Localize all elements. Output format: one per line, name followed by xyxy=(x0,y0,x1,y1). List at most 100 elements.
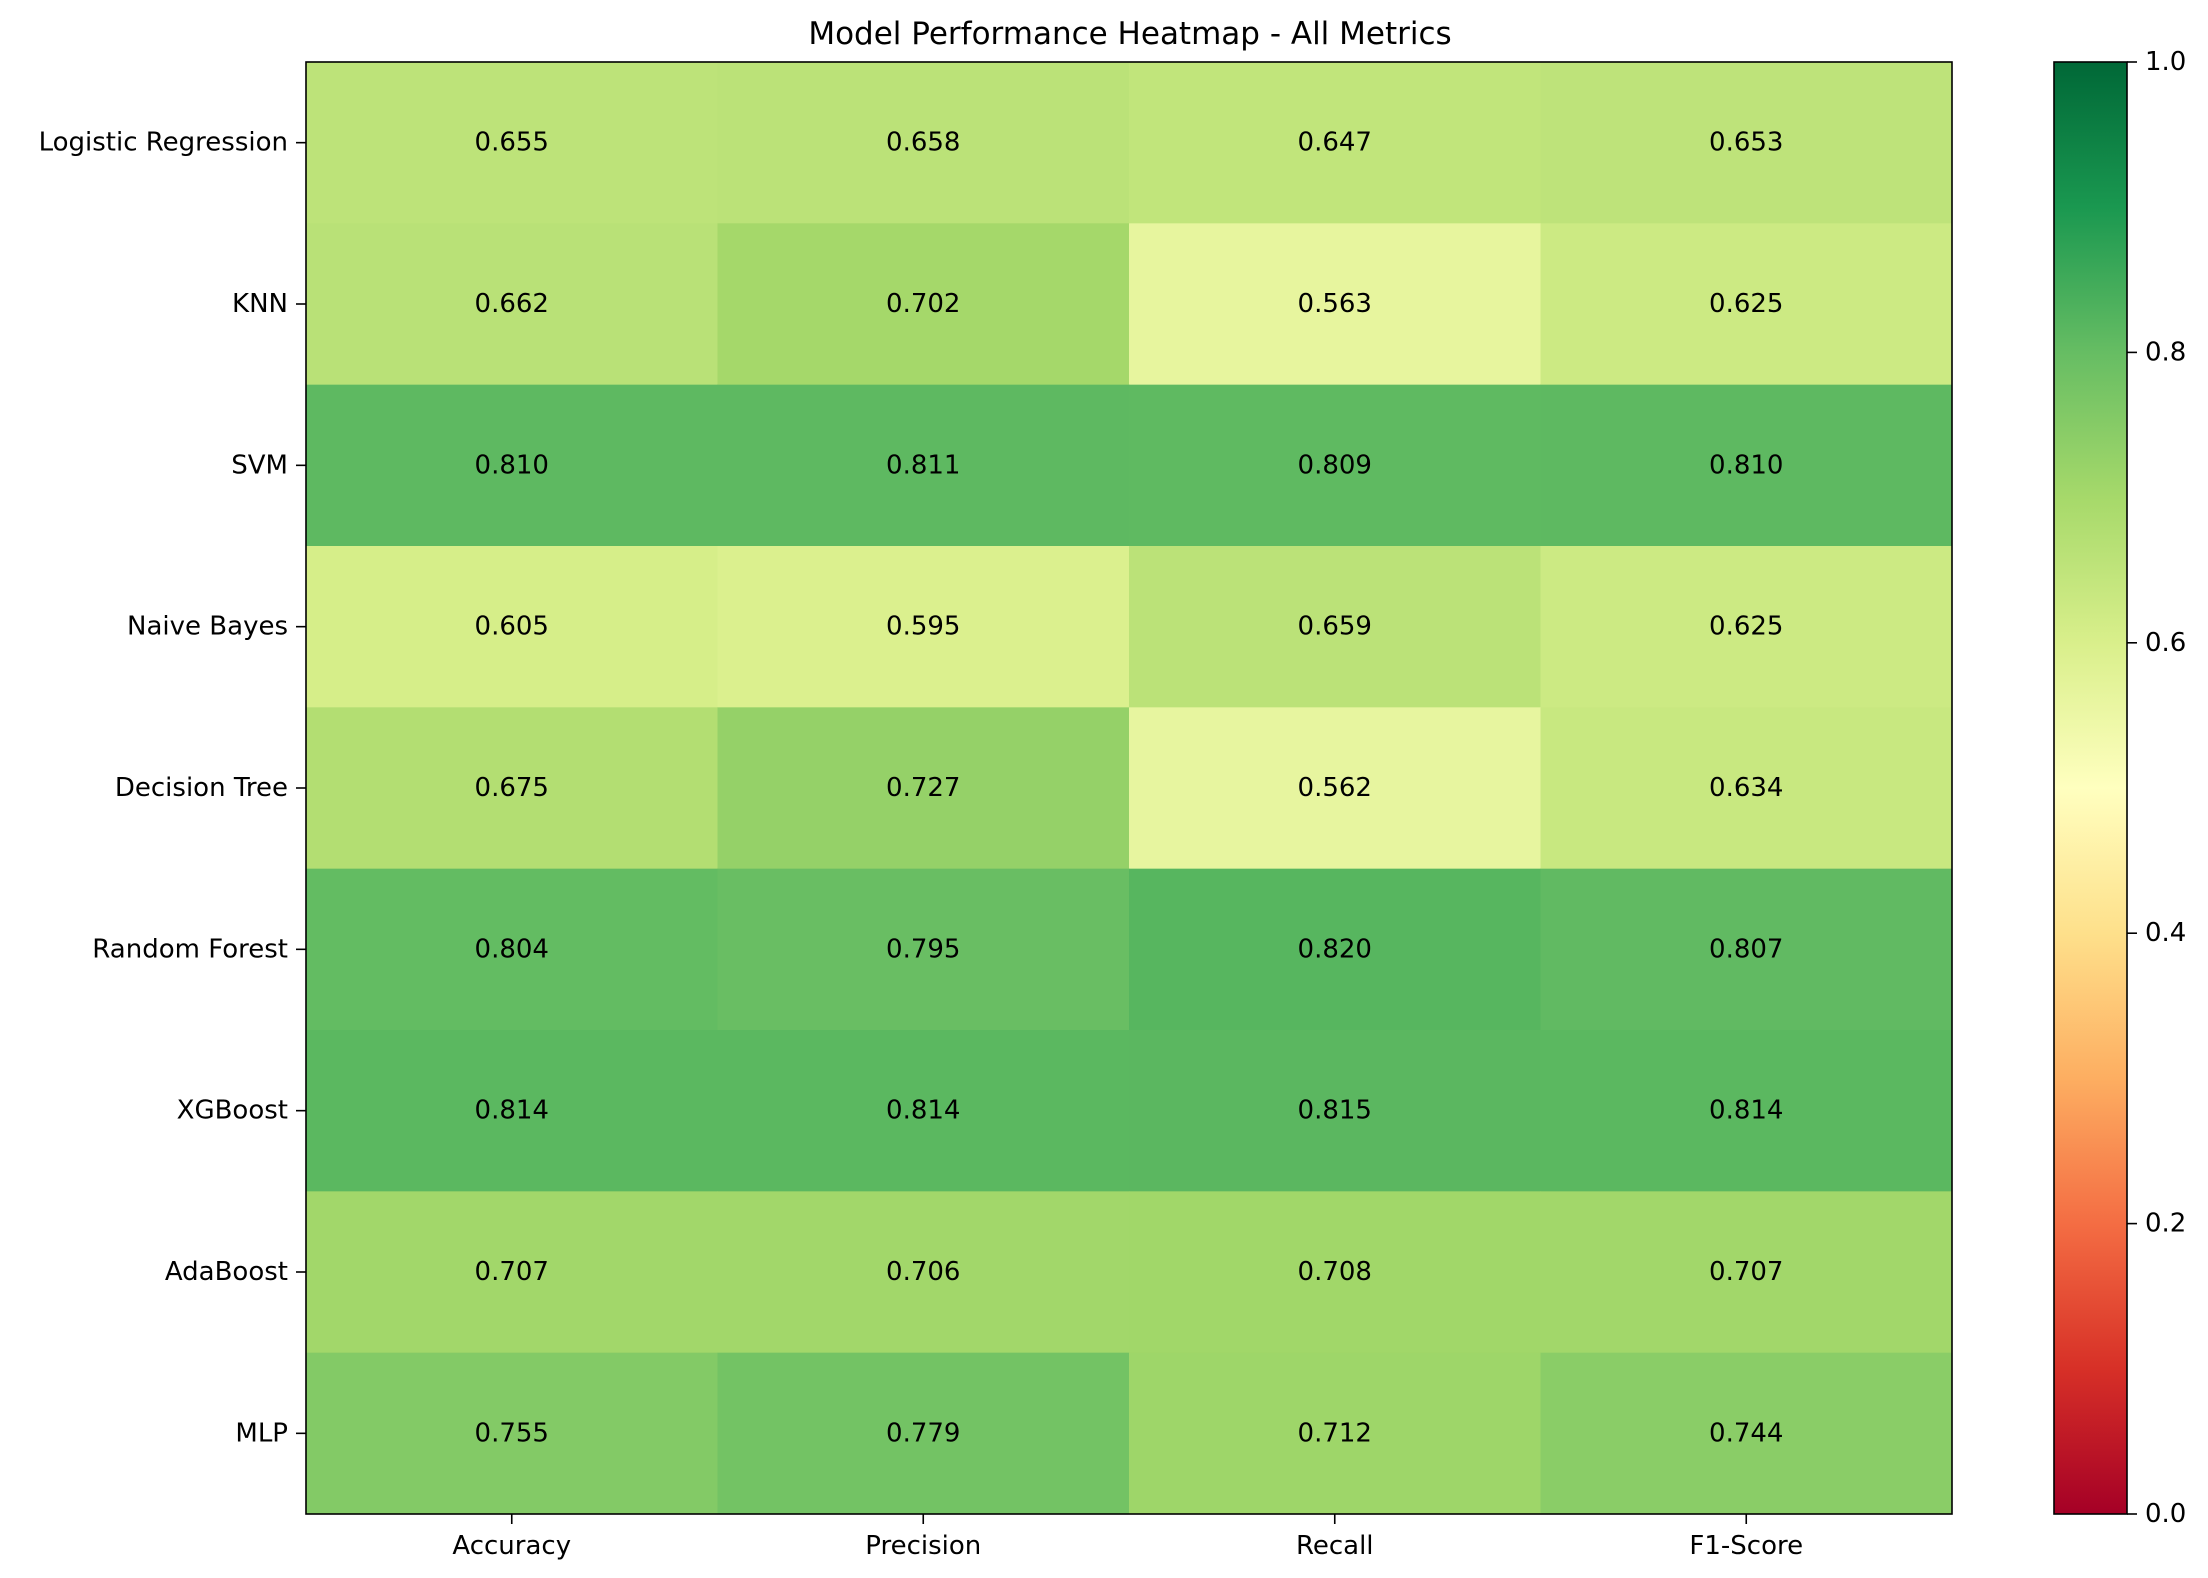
colorbar-tick-label: 0.2 xyxy=(2145,1209,2186,1239)
cell-value-label: 0.810 xyxy=(475,450,549,480)
colorbar-tick-label: 0.6 xyxy=(2145,628,2186,658)
cell-value-label: 0.712 xyxy=(1298,1418,1372,1448)
heatmap-cell xyxy=(1540,707,1953,870)
y-tick-label: AdaBoost xyxy=(165,1257,288,1287)
heatmap-cell xyxy=(717,223,1130,386)
cell-value-label: 0.779 xyxy=(886,1418,960,1448)
heatmap-cell xyxy=(1129,223,1541,386)
heatmap-cell xyxy=(717,62,1130,224)
heatmap-cell xyxy=(306,1030,718,1192)
heatmap-cell xyxy=(1129,384,1541,547)
cell-value-label: 0.707 xyxy=(1709,1257,1783,1287)
heatmap-cell xyxy=(306,868,718,1031)
cell-value-label: 0.625 xyxy=(1709,612,1783,642)
cell-value-label: 0.809 xyxy=(1298,450,1372,480)
cell-value-label: 0.820 xyxy=(1298,934,1372,964)
colorbar-tick-label: 0.8 xyxy=(2145,337,2186,367)
x-tick-label: Precision xyxy=(865,1531,981,1561)
heatmap-cell xyxy=(717,707,1130,870)
heatmap-cell xyxy=(306,707,718,870)
cell-value-label: 0.605 xyxy=(475,612,549,642)
heatmap-cell xyxy=(717,868,1130,1031)
cell-value-label: 0.634 xyxy=(1709,773,1783,803)
heatmap-cell xyxy=(1540,1030,1953,1192)
heatmap-cell xyxy=(1540,1191,1953,1354)
cell-value-label: 0.562 xyxy=(1298,773,1372,803)
heatmap-cell xyxy=(1129,868,1541,1031)
cell-value-label: 0.810 xyxy=(1709,450,1783,480)
y-tick-label: KNN xyxy=(232,289,288,319)
heatmap-cell xyxy=(1540,868,1953,1031)
cell-value-label: 0.727 xyxy=(886,773,960,803)
heatmap-cell xyxy=(1129,62,1541,224)
cell-value-label: 0.647 xyxy=(1298,128,1372,158)
colorbar xyxy=(2053,61,2128,1515)
cell-value-label: 0.707 xyxy=(475,1257,549,1287)
heatmap-cell xyxy=(1540,546,1953,708)
heatmap-cell xyxy=(1129,1191,1541,1354)
cell-value-label: 0.795 xyxy=(886,934,960,964)
heatmap-cell xyxy=(1129,1352,1541,1515)
heatmap-cell xyxy=(1540,1352,1953,1515)
cell-value-label: 0.811 xyxy=(886,450,960,480)
x-axis-ticks: Accuracy Precision Recall F1-Score xyxy=(452,1514,1803,1561)
cell-value-label: 0.659 xyxy=(1298,612,1372,642)
y-tick-label: SVM xyxy=(231,450,288,480)
heatmap-cell xyxy=(1129,546,1541,708)
chart-title: Model Performance Heatmap - All Metrics xyxy=(808,16,1451,52)
x-tick-label: Recall xyxy=(1296,1531,1374,1561)
heatmap-cell xyxy=(306,384,718,547)
heatmap-cell xyxy=(1540,384,1953,547)
y-tick-label: Logistic Regression xyxy=(39,128,288,158)
heatmap-cell xyxy=(1540,223,1953,386)
y-tick-label: XGBoost xyxy=(177,1096,288,1126)
cell-value-label: 0.814 xyxy=(475,1096,549,1126)
cell-value-label: 0.563 xyxy=(1298,289,1372,319)
cell-value-label: 0.655 xyxy=(475,128,549,158)
heatmap-cell xyxy=(717,1191,1130,1354)
colorbar-ticks: 0.0 0.2 0.4 0.6 0.8 1.0 xyxy=(2127,47,2186,1529)
heatmap-cell xyxy=(717,384,1130,547)
heatmap-cell xyxy=(306,546,718,708)
cell-value-label: 0.804 xyxy=(475,934,549,964)
heatmap-cell xyxy=(1129,707,1541,870)
cell-value-label: 0.706 xyxy=(886,1257,960,1287)
y-tick-label: Random Forest xyxy=(92,934,288,964)
cell-value-label: 0.595 xyxy=(886,612,960,642)
cell-value-label: 0.744 xyxy=(1709,1418,1783,1448)
y-tick-label: Decision Tree xyxy=(115,773,288,803)
heatmap-cell xyxy=(306,223,718,386)
x-tick-label: F1-Score xyxy=(1689,1531,1803,1561)
cell-value-label: 0.625 xyxy=(1709,289,1783,319)
cell-value-label: 0.814 xyxy=(886,1096,960,1126)
cell-value-label: 0.675 xyxy=(475,773,549,803)
cell-value-label: 0.807 xyxy=(1709,934,1783,964)
heatmap-cell xyxy=(306,1352,718,1515)
heatmap-cells xyxy=(306,62,1953,1515)
y-tick-label: Naive Bayes xyxy=(127,612,288,642)
heatmap-cell xyxy=(306,62,718,224)
cell-value-label: 0.815 xyxy=(1298,1096,1372,1126)
cell-value-label: 0.814 xyxy=(1709,1096,1783,1126)
heatmap-cell xyxy=(1540,62,1953,224)
cell-value-label: 0.653 xyxy=(1709,128,1783,158)
cell-value-label: 0.702 xyxy=(886,289,960,319)
heatmap-cell xyxy=(306,1191,718,1354)
cell-value-label: 0.708 xyxy=(1298,1257,1372,1287)
colorbar-tick-label: 0.4 xyxy=(2145,918,2186,948)
heatmap-cell xyxy=(717,546,1130,708)
y-axis-ticks: Logistic Regression KNN SVM Naive Bayes Deci… xyxy=(39,128,306,1448)
heatmap-cell xyxy=(1129,1030,1541,1192)
heatmap-cell-labels: 0.655 0.658 0.647 0.653 0.662 0.702 0.563 0.625… xyxy=(475,128,1784,1449)
cell-value-label: 0.658 xyxy=(886,128,960,158)
x-tick-label: Accuracy xyxy=(452,1531,571,1561)
heatmap-cell xyxy=(717,1030,1130,1192)
heatmap-cell xyxy=(717,1352,1130,1515)
cell-value-label: 0.662 xyxy=(475,289,549,319)
cell-value-label: 0.755 xyxy=(475,1418,549,1448)
colorbar-tick-label: 0.0 xyxy=(2145,1499,2186,1529)
y-tick-label: MLP xyxy=(235,1418,288,1448)
colorbar-tick-label: 1.0 xyxy=(2145,47,2186,77)
